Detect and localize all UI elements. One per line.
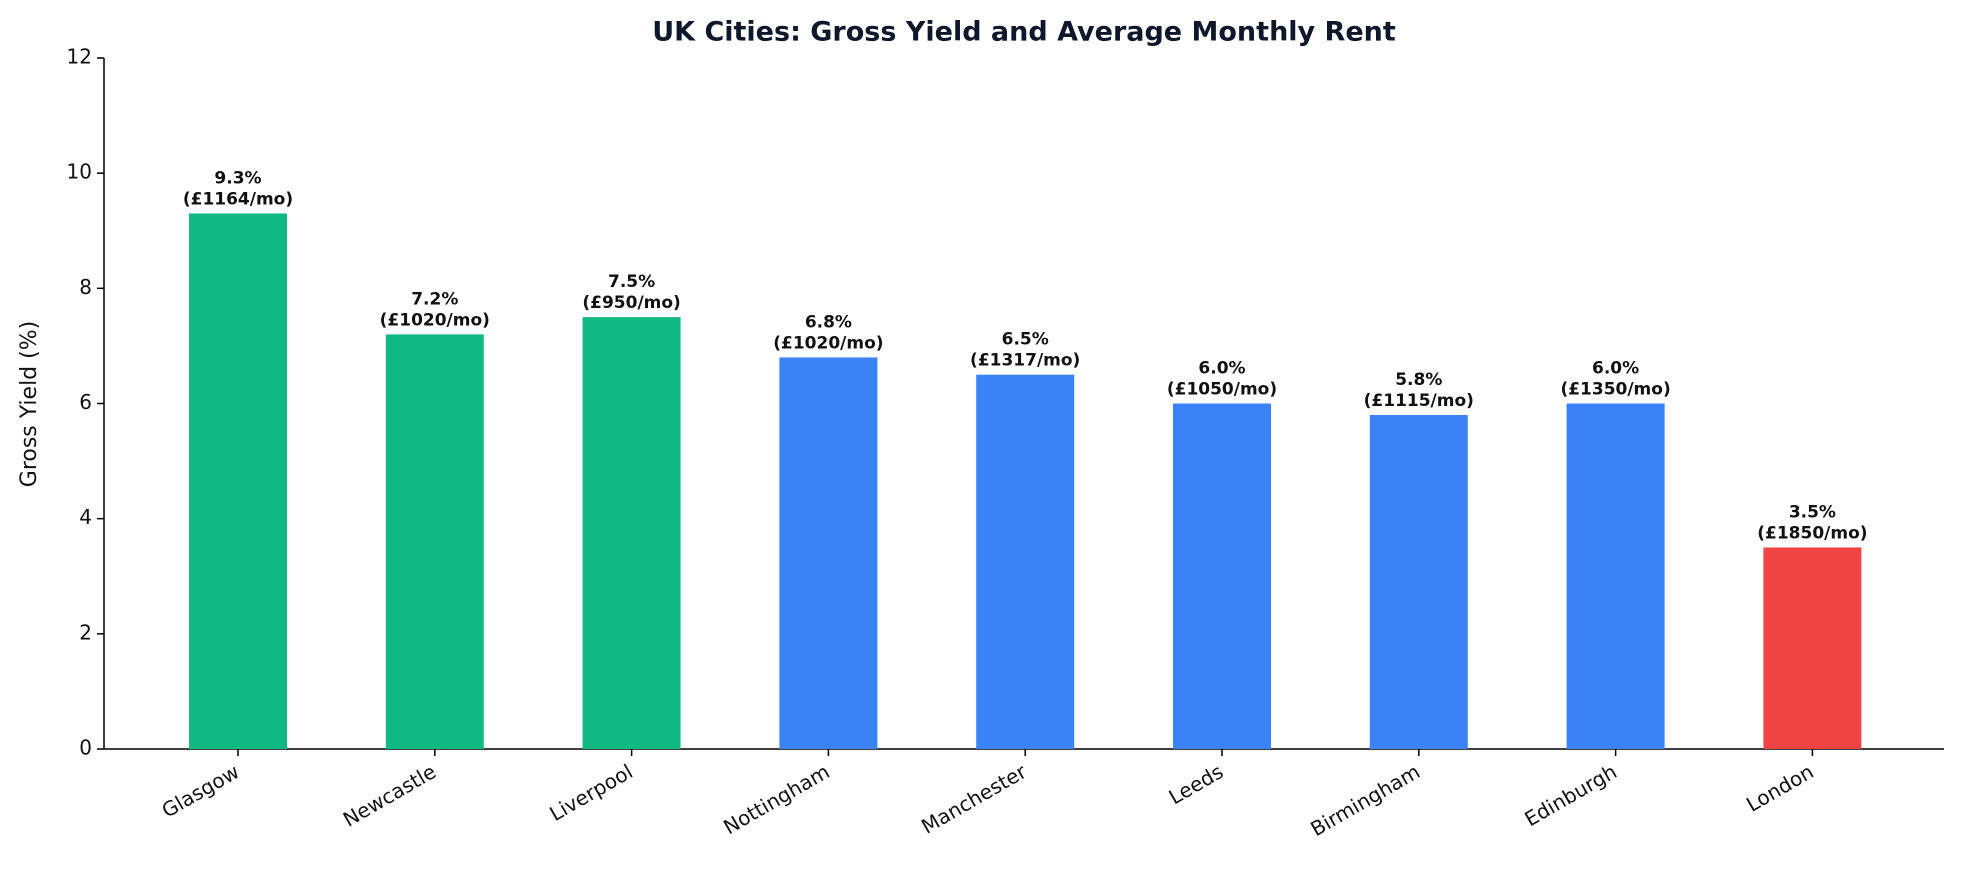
y-tick-label: 4	[79, 505, 92, 529]
rent-label: (£1050/mo)	[1167, 380, 1277, 400]
value-label: 6.8%	[805, 312, 852, 332]
rent-label: (£1020/mo)	[773, 333, 883, 353]
bar	[189, 213, 287, 750]
x-tick-label: Nottingham	[719, 759, 833, 839]
rent-label: (£1350/mo)	[1560, 380, 1670, 400]
rent-label: (£1164/mo)	[183, 189, 293, 209]
value-label: 6.0%	[1198, 359, 1245, 379]
y-tick-label: 10	[67, 160, 92, 184]
x-tick-label: Manchester	[917, 759, 1031, 839]
y-tick-label: 0	[79, 736, 92, 760]
rent-label: (£1317/mo)	[970, 351, 1080, 371]
y-tick-label: 12	[67, 45, 92, 69]
y-tick-label: 2	[79, 620, 92, 644]
value-label: 6.0%	[1592, 359, 1639, 379]
bar	[1763, 547, 1862, 749]
bar	[1173, 403, 1271, 749]
bar	[976, 374, 1075, 749]
rent-label: (£1850/mo)	[1757, 523, 1867, 543]
value-label: 9.3%	[214, 168, 261, 188]
bar	[1369, 415, 1468, 749]
x-tick-label: Liverpool	[545, 759, 636, 826]
y-tick-label: 6	[79, 390, 92, 414]
bar	[385, 334, 484, 749]
rent-label: (£1115/mo)	[1364, 391, 1474, 411]
bar	[1566, 403, 1665, 749]
value-label: 5.8%	[1395, 370, 1442, 390]
x-tick-label: Newcastle	[339, 759, 440, 831]
value-label: 6.5%	[1002, 330, 1049, 350]
x-tick-label: Birmingham	[1306, 759, 1424, 841]
value-label: 3.5%	[1789, 502, 1836, 522]
bar	[582, 317, 681, 749]
x-tick-label: London	[1742, 759, 1817, 816]
y-axis-label: Gross Yield (%)	[17, 321, 42, 487]
rent-label: (£1020/mo)	[380, 310, 490, 330]
value-label: 7.5%	[608, 272, 655, 292]
x-tick-label: Glasgow	[158, 759, 244, 822]
x-tick-label: Edinburgh	[1520, 759, 1620, 831]
chart-title: UK Cities: Gross Yield and Average Month…	[652, 17, 1396, 48]
x-tick-label: Leeds	[1165, 759, 1228, 809]
bar	[779, 357, 878, 749]
rent-label: (£950/mo)	[582, 293, 680, 313]
y-tick-label: 8	[79, 275, 92, 299]
value-label: 7.2%	[411, 289, 458, 309]
